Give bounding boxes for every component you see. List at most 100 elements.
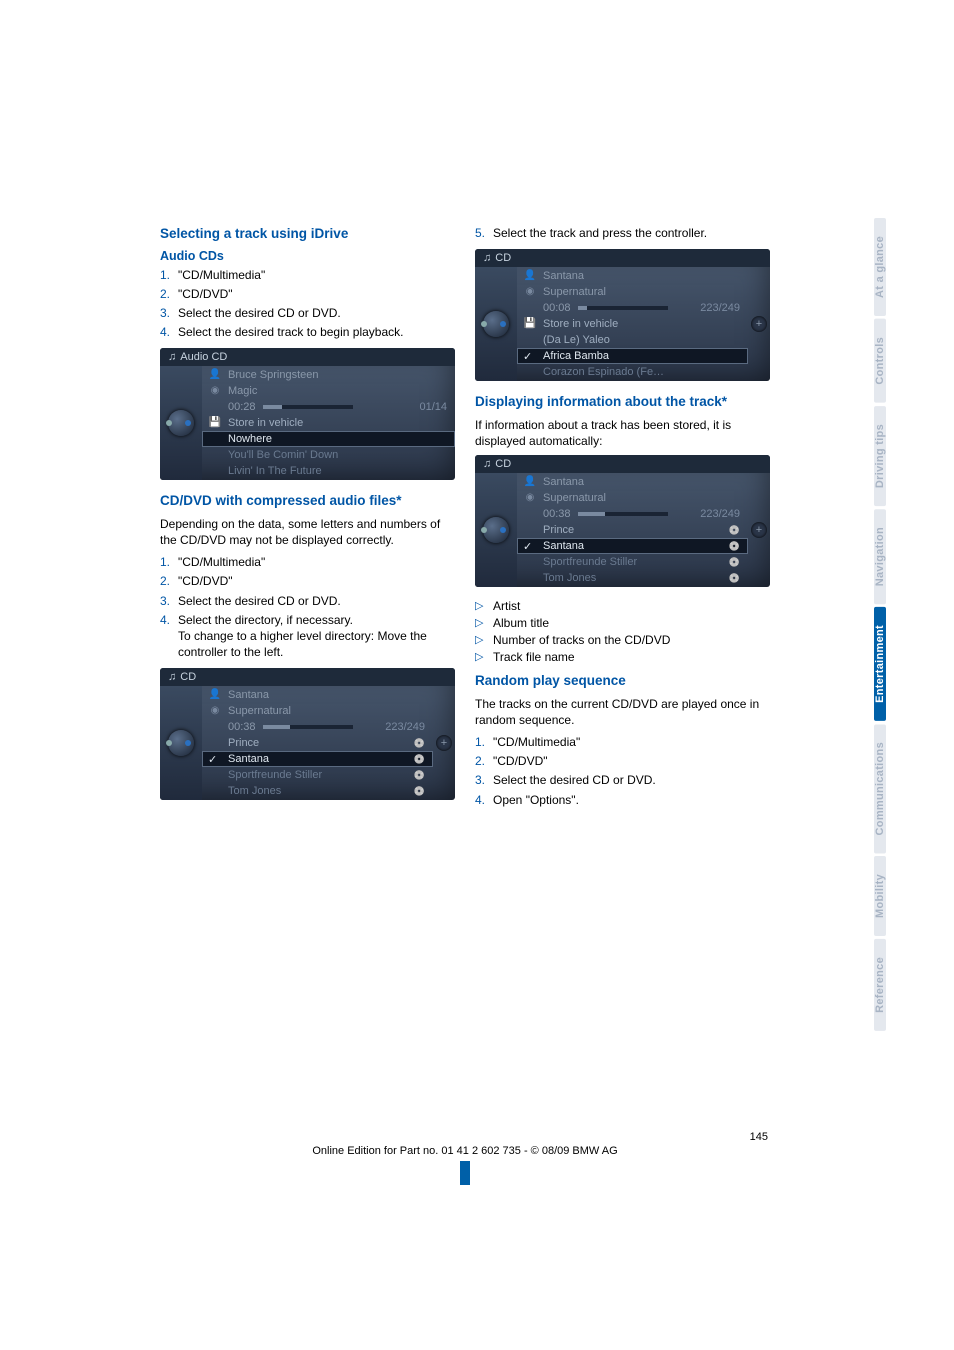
heading-random: Random play sequence	[475, 672, 770, 690]
para-compressed: Depending on the data, some letters and …	[160, 516, 455, 548]
idrive-time: 00:08	[543, 302, 571, 314]
step-text: Select the desired CD or DVD.	[493, 772, 770, 788]
footer-bar-icon	[460, 1161, 470, 1185]
idrive-title: CD	[495, 252, 511, 264]
idrive-row: Tom Jones	[517, 570, 748, 586]
step-number: 2.	[160, 286, 178, 302]
bullet-list-track-info: ▷Artist ▷Album title ▷Number of tracks o…	[475, 599, 770, 664]
step-number: 4.	[160, 324, 178, 340]
idrive-screenshot-track-info: ♫CD 👤Santana ◉Supernatural 00:38 223/249…	[475, 455, 770, 587]
save-icon	[523, 318, 537, 329]
tab-mobility[interactable]: Mobility	[874, 856, 886, 936]
idrive-row: Sportfreunde Stiller	[202, 767, 433, 783]
tab-navigation[interactable]: Navigation	[874, 509, 886, 604]
tab-at-a-glance[interactable]: At a glance	[874, 218, 886, 316]
plus-icon: +	[751, 316, 767, 332]
step-text: "CD/DVD"	[178, 286, 455, 302]
folder-icon	[414, 737, 425, 749]
tab-controls[interactable]: Controls	[874, 319, 886, 403]
idrive-title: Audio CD	[180, 351, 227, 363]
idrive-time: 00:38	[228, 721, 256, 733]
step-text: "CD/Multimedia"	[178, 554, 455, 570]
folder-icon	[414, 785, 425, 797]
folder-icon	[729, 572, 740, 584]
steps-random: 1."CD/Multimedia" 2."CD/DVD" 3.Select th…	[475, 734, 770, 808]
step-number: 3.	[160, 593, 178, 609]
folder-icon	[729, 540, 740, 552]
step-text: Open "Options".	[493, 792, 770, 808]
tab-communications[interactable]: Communications	[874, 724, 886, 853]
idrive-knob-icon	[168, 730, 194, 756]
triangle-icon: ▷	[475, 650, 493, 663]
plus-icon: +	[751, 522, 767, 538]
idrive-row: Corazon Espinado (Fe…	[517, 364, 748, 380]
heading-select-track: Selecting a track using iDrive	[160, 225, 455, 243]
step-number: 1.	[160, 554, 178, 570]
bullet-text: Album title	[493, 616, 549, 630]
step-text: Select the desired CD or DVD.	[178, 593, 455, 609]
step-number: 5.	[475, 225, 493, 241]
idrive-screenshot-track-select: ♫CD 👤Santana ◉Supernatural 00:08 223/249…	[475, 249, 770, 381]
bullet-text: Number of tracks on the CD/DVD	[493, 633, 670, 647]
idrive-time: 00:38	[543, 508, 571, 520]
step-text: Select the directory, if necessary. To c…	[178, 612, 455, 661]
step-number: 3.	[475, 772, 493, 788]
step-number: 1.	[160, 267, 178, 283]
chapter-tabs: At a glance Controls Driving tips Naviga…	[874, 218, 896, 1034]
idrive-row: You'll Be Comin' Down	[202, 447, 455, 463]
para-display-info: If information about a track has been st…	[475, 417, 770, 449]
idrive-title: CD	[495, 458, 511, 470]
folder-icon	[729, 556, 740, 568]
step-number: 4.	[475, 792, 493, 808]
step-text: Select the track and press the controlle…	[493, 225, 770, 241]
idrive-selected-row: Nowhere	[202, 431, 455, 447]
folder-icon	[414, 769, 425, 781]
step-number: 2.	[475, 753, 493, 769]
idrive-screenshot-audio-cd: ♫Audio CD 👤Bruce Springsteen ◉Magic 00:2…	[160, 348, 455, 480]
heading-compressed: CD/DVD with compressed audio files*	[160, 492, 455, 510]
idrive-selected-row: ✓Africa Bamba	[517, 348, 748, 364]
idrive-row: Prince	[517, 522, 748, 538]
folder-icon	[729, 524, 740, 536]
idrive-artist: Bruce Springsteen	[228, 369, 319, 381]
step-text: "CD/DVD"	[493, 753, 770, 769]
idrive-counter: 223/249	[700, 508, 740, 520]
idrive-counter: 223/249	[385, 721, 425, 733]
idrive-row: (Da Le) Yaleo	[517, 332, 748, 348]
para-random: The tracks on the current CD/DVD are pla…	[475, 696, 770, 728]
step-number: 4.	[160, 612, 178, 628]
step-text: "CD/Multimedia"	[178, 267, 455, 283]
idrive-album: Supernatural	[228, 705, 291, 717]
idrive-selected-row: ✓Santana	[517, 538, 748, 554]
page-number: 145	[160, 1131, 770, 1143]
idrive-row: Tom Jones	[202, 783, 433, 799]
heading-audio-cds: Audio CDs	[160, 249, 455, 263]
steps-compressed: 1."CD/Multimedia" 2."CD/DVD" 3.Select th…	[160, 554, 455, 660]
idrive-album: Supernatural	[543, 286, 606, 298]
idrive-album: Supernatural	[543, 492, 606, 504]
tab-entertainment[interactable]: Entertainment	[874, 607, 886, 721]
idrive-row: Sportfreunde Stiller	[517, 554, 748, 570]
step-number: 1.	[475, 734, 493, 750]
tab-driving-tips[interactable]: Driving tips	[874, 406, 886, 506]
heading-display-info: Displaying information about the track*	[475, 393, 770, 411]
idrive-store: Store in vehicle	[543, 318, 618, 330]
idrive-artist: Santana	[543, 476, 584, 488]
step-text: "CD/DVD"	[178, 573, 455, 589]
idrive-knob-icon	[483, 311, 509, 337]
idrive-album: Magic	[228, 385, 257, 397]
save-icon	[208, 417, 222, 428]
idrive-row: Livin' In The Future	[202, 463, 455, 479]
idrive-artist: Santana	[228, 689, 269, 701]
steps-continued: 5.Select the track and press the control…	[475, 225, 770, 241]
folder-icon	[414, 753, 425, 765]
bullet-text: Artist	[493, 599, 520, 613]
idrive-title: CD	[180, 671, 196, 683]
idrive-knob-icon	[483, 517, 509, 543]
bullet-text: Track file name	[493, 650, 575, 664]
idrive-artist: Santana	[543, 270, 584, 282]
idrive-screenshot-cd-folders: ♫CD 👤Santana ◉Supernatural 00:38 223/249…	[160, 668, 455, 800]
triangle-icon: ▷	[475, 633, 493, 646]
idrive-counter: 223/249	[700, 302, 740, 314]
tab-reference[interactable]: Reference	[874, 939, 886, 1031]
